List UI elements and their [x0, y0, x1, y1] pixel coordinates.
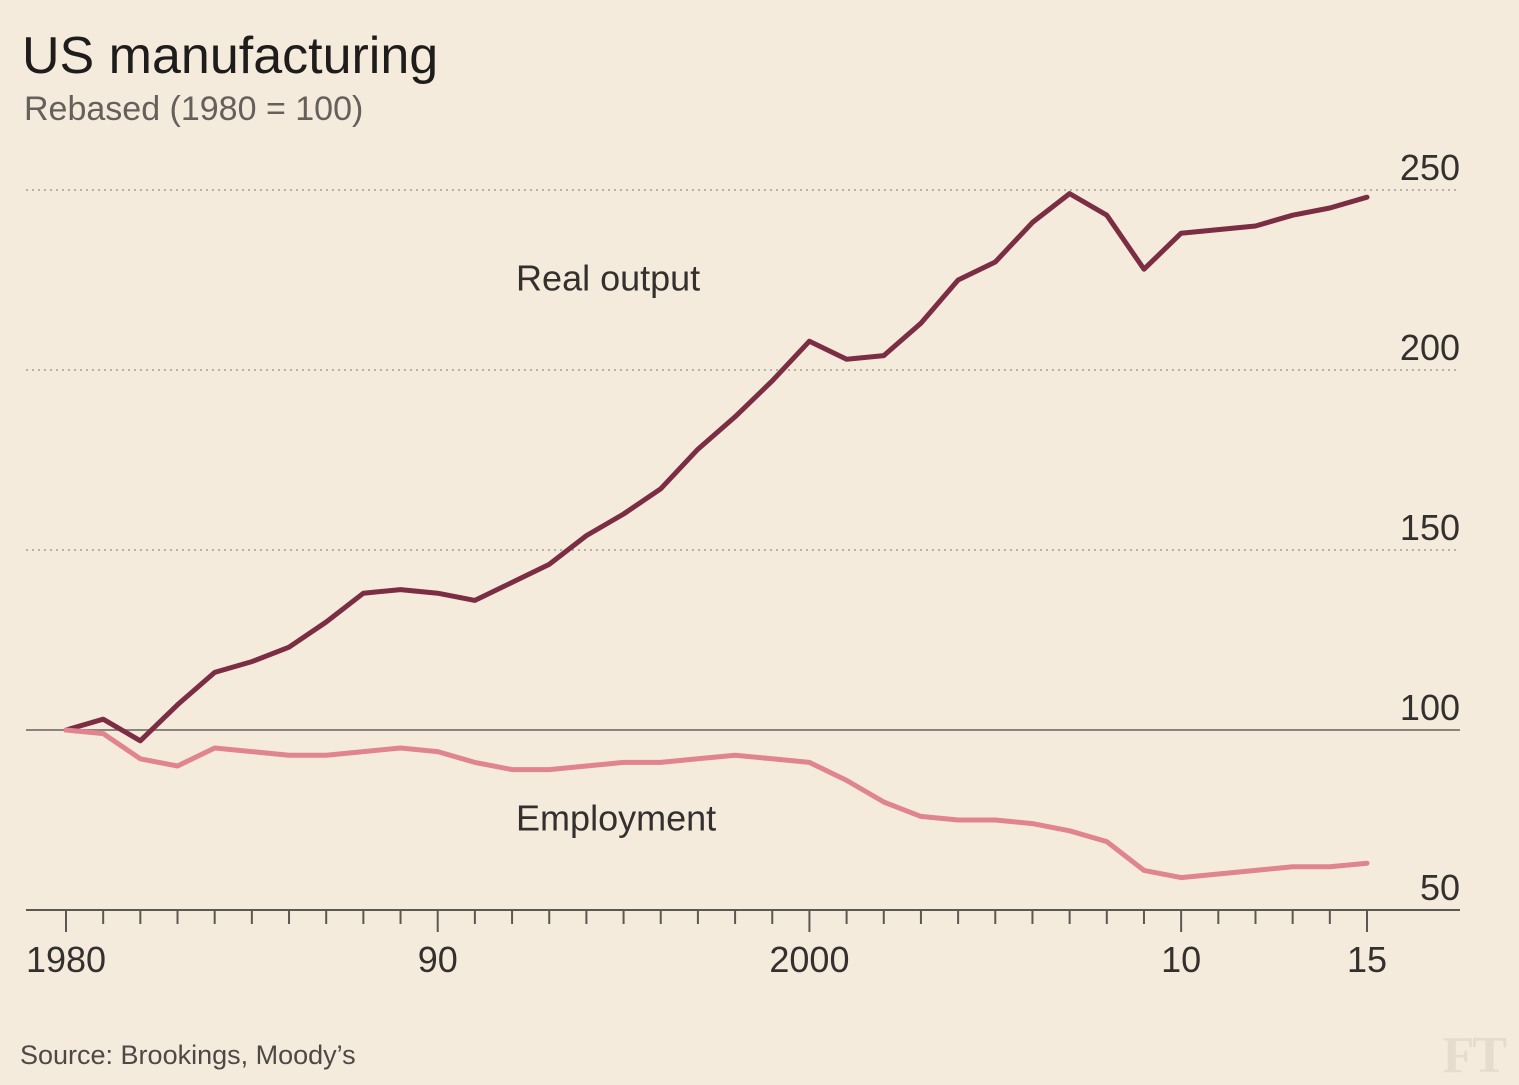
- x-axis: [26, 909, 1460, 932]
- y-axis-labels: 50 100 150 200 250: [1400, 147, 1460, 908]
- ft-logo: FT: [1442, 1027, 1507, 1084]
- source-note: Source: Brookings, Moody’s: [20, 1040, 356, 1070]
- x-tick-label: 2000: [769, 939, 849, 980]
- x-tick-label: 90: [418, 939, 458, 980]
- chart-title: US manufacturing: [22, 27, 439, 85]
- gridlines: [26, 189, 1460, 731]
- y-tick-label: 250: [1400, 147, 1460, 188]
- series-labels: Real output Employment: [516, 257, 716, 838]
- series-lines: [63, 191, 1370, 881]
- x-tick-label: 1980: [26, 939, 106, 980]
- y-tick-label: 200: [1400, 327, 1460, 368]
- y-tick-label: 150: [1400, 507, 1460, 548]
- y-tick-label: 100: [1400, 687, 1460, 728]
- series-label-employment: Employment: [516, 797, 716, 838]
- series-label-real-output: Real output: [516, 257, 700, 298]
- chart-subtitle: Rebased (1980 = 100): [24, 90, 364, 128]
- x-tick-label: 10: [1161, 939, 1201, 980]
- x-tick-label: 15: [1347, 939, 1387, 980]
- series-line-employment: [63, 727, 1370, 881]
- y-tick-label: 50: [1420, 867, 1460, 908]
- x-axis-labels: 1980 90 2000 10 15: [26, 939, 1387, 980]
- series-line-real-output: [63, 191, 1370, 744]
